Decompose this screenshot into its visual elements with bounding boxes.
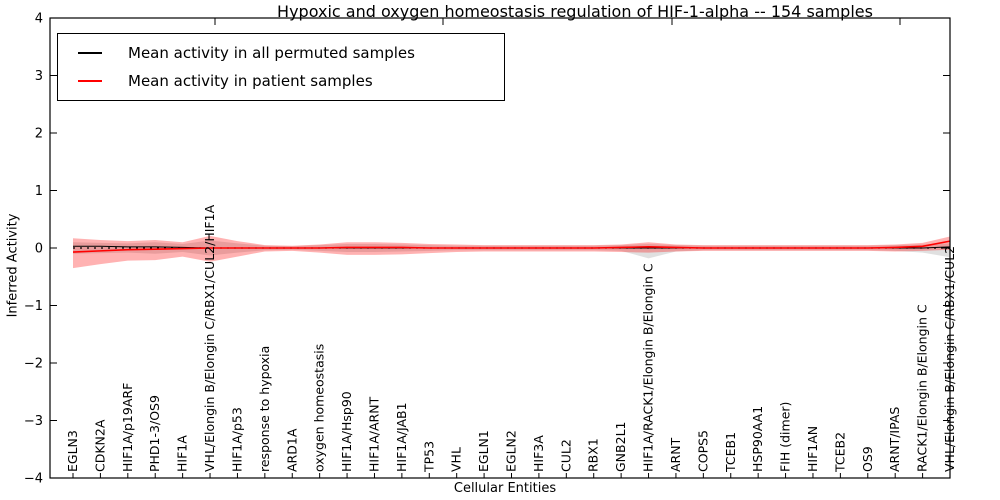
x-tick-label: HIF3A	[531, 435, 546, 472]
patient-mean-line	[72, 240, 951, 253]
x-tick-label: response to hypoxia	[257, 346, 272, 472]
y-tick-label: −3	[24, 414, 43, 429]
y-tick-label: 3	[35, 69, 43, 84]
legend-label-patient: Mean activity in patient samples	[128, 72, 373, 90]
permuted-line-swatch	[78, 52, 102, 54]
x-axis-title: Cellular Entities	[453, 481, 557, 496]
x-tick-label: TCEB2	[832, 432, 847, 473]
x-tick-label: RACK1/Elongin B/Elongin C	[915, 304, 930, 472]
x-tick-label: EGLN2	[504, 430, 519, 472]
chart-title: Hypoxic and oxygen homeostasis regulatio…	[277, 2, 873, 21]
x-tick-label: ARNT	[668, 437, 683, 472]
legend-item-patient: Mean activity in patient samples	[58, 72, 504, 90]
y-tick-label: 4	[35, 12, 43, 27]
x-tick-label: PHD1-3/OS9	[147, 395, 162, 472]
patient-line-swatch	[78, 80, 102, 82]
x-tick-label: TP53	[421, 441, 436, 473]
x-tick-label: VHL	[449, 447, 464, 472]
y-tick-label: −1	[24, 299, 43, 314]
x-tick-label: HIF1A/RACK1/Elongin B/Elongin C	[641, 263, 656, 472]
x-tick-label: FIH (dimer)	[778, 402, 793, 472]
x-tick-label: TCEB1	[723, 432, 738, 473]
x-tick-label: HIF1A/Hsp90	[339, 391, 354, 472]
legend-item-permuted: Mean activity in all permuted samples	[58, 44, 504, 62]
x-tick-label: HIF1A/JAB1	[394, 402, 409, 472]
patient-band	[73, 235, 950, 269]
y-tick-label: −2	[24, 357, 43, 372]
legend: Mean activity in all permuted samples Me…	[57, 33, 505, 101]
x-tick-label: EGLN3	[65, 430, 80, 472]
x-tick-label: oxygen homeostasis	[312, 344, 327, 472]
x-tick-label: GNB2L1	[613, 422, 628, 472]
x-tick-label: HIF1A/p19ARF	[120, 383, 135, 472]
x-tick-label: HIF1A/p53	[229, 407, 244, 472]
x-tick-label: HIF1A	[175, 435, 190, 472]
permuted-band	[73, 240, 950, 259]
y-tick-label: 1	[35, 184, 43, 199]
x-tick-label: HIF1A/ARNT	[366, 396, 381, 472]
x-tick-label: RBX1	[586, 438, 601, 472]
x-tick-label: COPS5	[695, 430, 710, 472]
x-tick-label: HSP90AA1	[750, 406, 765, 472]
x-tick-label: HIF1AN	[805, 426, 820, 472]
x-tick-label: OS9	[860, 446, 875, 472]
legend-label-permuted: Mean activity in all permuted samples	[128, 44, 415, 62]
x-tick-label: VHL/Elongin B/Elongin C/RBX1/CUL2/HIF1A	[202, 204, 217, 472]
y-tick-label: −4	[24, 472, 43, 487]
x-tick-label: CUL2	[558, 439, 573, 472]
x-tick-label: EGLN1	[476, 430, 491, 472]
y-tick-label: 2	[35, 127, 43, 142]
x-tick-label: ARD1A	[284, 428, 299, 472]
y-tick-label: 0	[35, 242, 43, 257]
x-tick-label: ARNT/IPAS	[887, 407, 902, 472]
x-tick-label: CDKN2A	[92, 419, 107, 472]
